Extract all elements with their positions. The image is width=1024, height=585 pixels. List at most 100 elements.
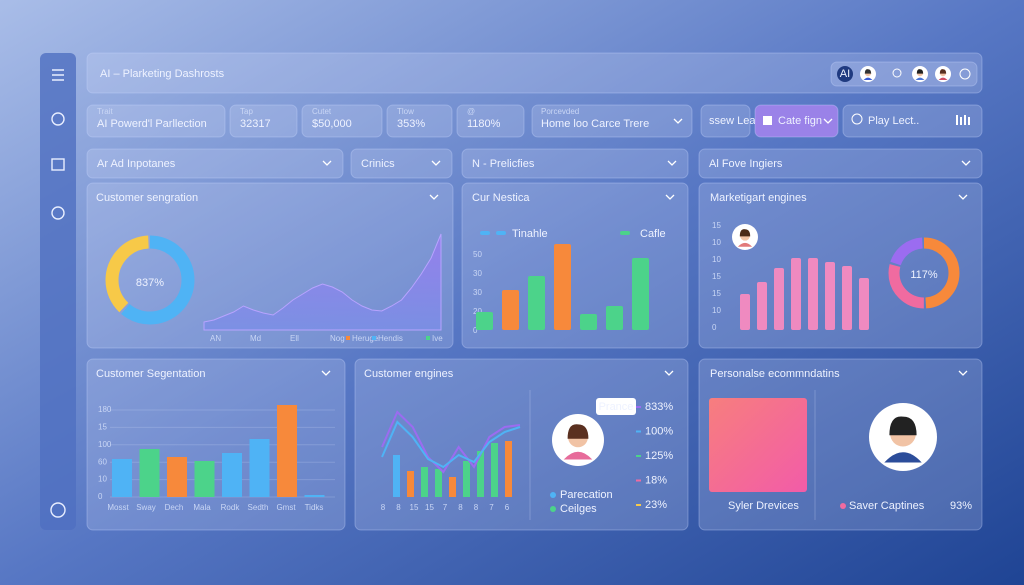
metric-card xyxy=(229,104,298,138)
legend-label: Ceilges xyxy=(560,503,597,515)
metric-card xyxy=(301,104,383,138)
panel xyxy=(461,182,689,349)
y-tick-label: 10 xyxy=(98,475,107,484)
avatar-body xyxy=(563,451,593,460)
settings-icon[interactable] xyxy=(50,502,66,518)
x-tick-label: Dech xyxy=(165,503,184,512)
metric-value: 32317 xyxy=(240,118,271,130)
metric-value: 353% xyxy=(397,118,425,130)
y-tick-label: 15 xyxy=(712,221,721,230)
bar xyxy=(842,266,852,330)
line-series xyxy=(381,410,521,474)
percent-label: 833% xyxy=(645,401,673,413)
metric-label: @ xyxy=(467,107,475,116)
doc-icon[interactable] xyxy=(51,158,65,171)
x-tick-label: Mosst xyxy=(107,503,129,512)
dropdown-label: Porcevded xyxy=(541,107,579,116)
bar xyxy=(476,312,493,330)
x-tick-label: 15 xyxy=(425,503,434,512)
x-tick-label: 15 xyxy=(410,503,419,512)
donut-segment xyxy=(105,235,195,325)
bar xyxy=(859,278,869,330)
legend-swatch xyxy=(346,336,350,340)
settings-icon[interactable] xyxy=(959,68,971,80)
bar xyxy=(304,495,325,497)
legend-label: Hendis xyxy=(378,334,403,343)
dropdown[interactable] xyxy=(531,104,693,138)
y-tick-label: 20 xyxy=(473,307,482,316)
percent-label: 125% xyxy=(645,450,673,462)
campaign-button[interactable] xyxy=(754,104,839,138)
leaks-button[interactable] xyxy=(700,104,751,138)
avatar-body xyxy=(938,77,948,80)
x-tick-label: 8 xyxy=(458,503,463,512)
y-tick-label: 100 xyxy=(98,440,112,449)
recommendation-item: Saver Captines xyxy=(849,500,925,512)
percent-marker xyxy=(636,455,641,457)
filter-dropdown[interactable] xyxy=(461,148,689,179)
percent-marker xyxy=(636,479,641,482)
badge xyxy=(837,66,853,82)
filter-text: Crinics xyxy=(361,158,395,170)
donut-label: 837% xyxy=(136,277,164,289)
avatar-hair xyxy=(864,69,872,74)
search-icon xyxy=(851,113,863,125)
bar xyxy=(791,258,801,330)
panel-title: Marketigart engines xyxy=(710,192,807,204)
legend-swatch xyxy=(372,336,376,340)
filter-dropdown[interactable] xyxy=(698,148,983,179)
y-tick-label: 15 xyxy=(712,272,721,281)
dropdown-value: Home loo Carce Trere xyxy=(541,118,649,130)
filter-text: N - Prelicfies xyxy=(472,158,535,170)
donut-label: 117% xyxy=(910,269,938,281)
bar xyxy=(393,455,400,497)
x-tick-label: Rodk xyxy=(221,503,241,512)
chevron-icon xyxy=(664,370,674,376)
metric-label: Cutet xyxy=(312,107,332,116)
y-tick-label: 15 xyxy=(98,423,107,432)
bar xyxy=(449,477,456,497)
y-tick-label: 30 xyxy=(473,288,482,297)
chart-icon xyxy=(964,115,966,125)
metric-value: 1180% xyxy=(467,118,501,130)
percent-marker xyxy=(636,430,641,433)
sidebar xyxy=(40,53,76,530)
x-tick-label: Tidks xyxy=(305,503,324,512)
search-box[interactable] xyxy=(842,104,983,138)
percent-label: 23% xyxy=(645,499,667,511)
x-tick-label: Sway xyxy=(136,503,156,512)
avatar-body xyxy=(863,77,873,80)
legend-label: Parecation xyxy=(560,489,613,501)
x-tick-label: 8 xyxy=(474,503,479,512)
search-icon[interactable] xyxy=(892,68,902,78)
x-tick-label: Mala xyxy=(193,503,211,512)
legend-label: Ive xyxy=(432,334,443,343)
clock-icon[interactable] xyxy=(51,112,65,126)
bar xyxy=(528,276,545,330)
chevron-icon xyxy=(321,370,331,376)
percent-marker xyxy=(636,504,641,506)
bar xyxy=(277,405,297,497)
x-tick-label: Nog xyxy=(330,334,345,343)
x-tick-label: 8 xyxy=(396,503,401,512)
donut-segment xyxy=(888,237,960,309)
x-tick-label: Gmst xyxy=(276,503,296,512)
metric-label: Trait xyxy=(97,107,113,116)
avatar-body xyxy=(915,77,925,80)
metric-card xyxy=(386,104,453,138)
chart-icon xyxy=(960,117,962,125)
power-icon[interactable] xyxy=(51,206,65,220)
legend-swatch xyxy=(620,231,630,235)
bar xyxy=(463,461,470,497)
y-tick-label: 30 xyxy=(473,269,482,278)
chevron-icon xyxy=(322,160,332,166)
bar xyxy=(139,449,160,497)
filter-dropdown[interactable] xyxy=(350,148,453,179)
x-tick-label: Ell xyxy=(290,334,299,343)
filter-dropdown[interactable] xyxy=(86,148,344,179)
metric-label: Tlow xyxy=(397,107,414,116)
filter-text: Ar Ad Inpotanes xyxy=(97,158,176,170)
menu-icon[interactable] xyxy=(52,69,64,81)
y-tick-label: 0 xyxy=(98,492,103,501)
